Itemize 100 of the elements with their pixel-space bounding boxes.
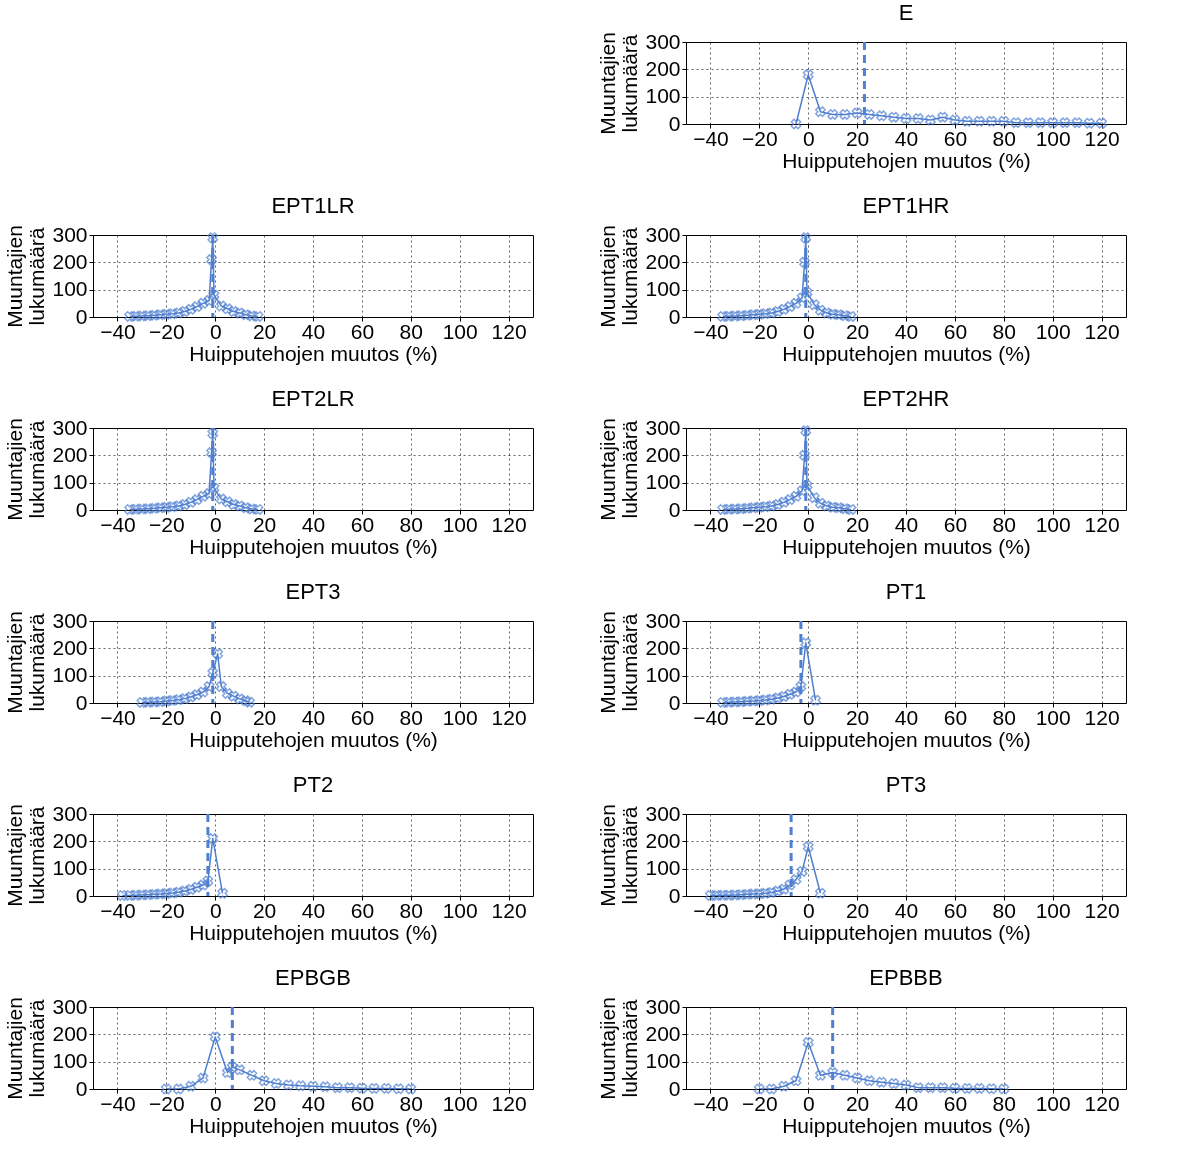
point bbox=[185, 691, 197, 703]
x-tick-label: 120 bbox=[1084, 319, 1120, 343]
point bbox=[207, 428, 219, 439]
point bbox=[790, 686, 802, 698]
x-tick-label: 60 bbox=[350, 705, 375, 729]
x-tick-label: −20 bbox=[149, 512, 185, 536]
point bbox=[801, 286, 813, 298]
point bbox=[148, 888, 160, 900]
x-tick-label: 80 bbox=[992, 705, 1016, 729]
point bbox=[167, 695, 178, 706]
y-tick-label: 100 bbox=[645, 856, 681, 880]
point bbox=[197, 297, 209, 309]
point bbox=[729, 310, 741, 322]
x-tick-label: 120 bbox=[491, 898, 527, 922]
y-tick-label: 200 bbox=[52, 635, 88, 659]
point bbox=[154, 888, 166, 900]
point bbox=[802, 841, 814, 853]
point bbox=[1047, 117, 1059, 129]
point bbox=[729, 889, 741, 901]
y-tick-label: 100 bbox=[52, 856, 88, 880]
point bbox=[772, 306, 784, 317]
point bbox=[142, 889, 154, 901]
x-tick-label: 100 bbox=[1035, 319, 1071, 343]
y-tick-label: 0 bbox=[75, 497, 88, 521]
chart-title: EPT1HR bbox=[862, 193, 950, 218]
x-tick-label: 40 bbox=[301, 898, 326, 922]
chart-title: PT1 bbox=[885, 579, 927, 604]
x-tick-label: 0 bbox=[802, 705, 815, 729]
point bbox=[747, 502, 759, 514]
point bbox=[795, 681, 807, 693]
point bbox=[368, 1083, 380, 1094]
point bbox=[735, 310, 747, 322]
y-tick-label: 100 bbox=[52, 1049, 88, 1073]
point bbox=[160, 888, 172, 899]
point bbox=[222, 687, 233, 699]
x-tick-label: 40 bbox=[894, 705, 919, 729]
x-tick-label: 40 bbox=[894, 898, 919, 922]
point bbox=[203, 681, 215, 693]
point bbox=[711, 890, 722, 901]
x-tick-label: −20 bbox=[742, 705, 778, 729]
y-axis-title: Muuntajien lukumäärä bbox=[596, 997, 642, 1100]
y-axis-title: Muuntajien lukumäärä bbox=[3, 225, 49, 328]
x-tick-label: 0 bbox=[802, 319, 815, 343]
point bbox=[207, 232, 219, 244]
y-tick-label: 100 bbox=[645, 84, 681, 108]
chart-title: PT2 bbox=[292, 772, 334, 797]
x-axis-title: Huipputehojen muutos (%) bbox=[782, 727, 1031, 751]
point bbox=[332, 1082, 343, 1094]
point bbox=[185, 303, 197, 315]
point bbox=[900, 1079, 912, 1091]
point bbox=[729, 696, 741, 708]
point bbox=[228, 690, 239, 702]
x-tick-label: 40 bbox=[301, 319, 326, 343]
x-tick-label: 0 bbox=[209, 898, 222, 922]
point bbox=[998, 1083, 1010, 1095]
x-tick-label: 0 bbox=[802, 512, 815, 536]
chart-title: EPBGB bbox=[275, 965, 351, 990]
point bbox=[784, 301, 796, 313]
y-tick-label: 300 bbox=[645, 801, 681, 825]
y-axis-title: Muuntajien lukumäärä bbox=[596, 611, 642, 714]
point bbox=[130, 310, 142, 322]
point bbox=[179, 885, 191, 897]
point bbox=[717, 697, 729, 708]
x-tick-label: 60 bbox=[943, 512, 968, 536]
x-tick-label: 0 bbox=[209, 1091, 222, 1115]
y-tick-label: 300 bbox=[645, 29, 681, 53]
point bbox=[925, 114, 936, 126]
point bbox=[405, 1083, 417, 1095]
point bbox=[845, 504, 857, 515]
point bbox=[815, 887, 826, 899]
x-axis-title: Huipputehojen muutos (%) bbox=[189, 920, 438, 944]
point bbox=[124, 890, 136, 901]
point bbox=[222, 496, 233, 508]
point bbox=[723, 310, 735, 322]
y-tick-label: 200 bbox=[645, 1021, 681, 1045]
x-tick-label: −40 bbox=[100, 512, 136, 536]
y-tick-label: 100 bbox=[645, 663, 681, 687]
y-tick-label: 300 bbox=[645, 608, 681, 632]
point bbox=[961, 115, 973, 127]
point bbox=[961, 1083, 973, 1094]
point bbox=[240, 695, 252, 707]
y-tick-label: 100 bbox=[52, 277, 88, 301]
point bbox=[1083, 117, 1095, 129]
point bbox=[949, 1082, 961, 1094]
point bbox=[815, 1069, 826, 1081]
point bbox=[799, 256, 810, 268]
point bbox=[851, 107, 863, 119]
point bbox=[800, 232, 812, 244]
point bbox=[753, 308, 765, 320]
point bbox=[912, 113, 924, 124]
x-tick-label: 20 bbox=[252, 319, 277, 343]
point bbox=[160, 501, 172, 513]
point bbox=[766, 500, 777, 512]
x-tick-label: 120 bbox=[491, 512, 527, 536]
x-axis-title: Huipputehojen muutos (%) bbox=[189, 727, 438, 751]
point bbox=[124, 504, 136, 515]
x-tick-label: 100 bbox=[1035, 1091, 1071, 1115]
x-tick-label: 120 bbox=[491, 705, 527, 729]
y-tick-label: 100 bbox=[52, 663, 88, 687]
x-tick-label: 120 bbox=[1084, 1091, 1120, 1115]
